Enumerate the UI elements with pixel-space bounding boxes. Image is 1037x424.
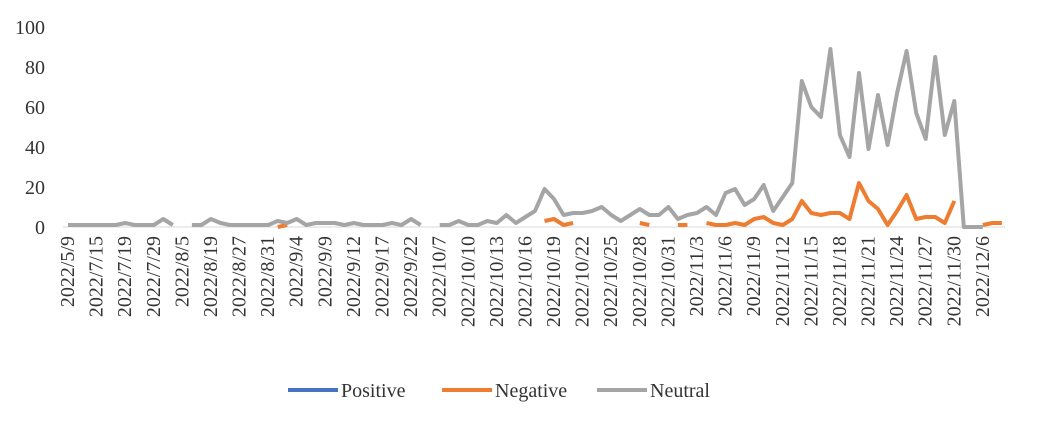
legend-label: Negative: [495, 380, 567, 402]
x-tick-label: 2022/8/5: [171, 236, 193, 307]
x-tick-label: 2022/11/9: [743, 236, 765, 316]
x-tick-label: 2022/5/9: [57, 236, 79, 307]
x-tick-label: 2022/11/24: [886, 236, 908, 326]
x-tick-label: 2022/7/15: [86, 236, 108, 317]
x-tick-label: 2022/11/21: [858, 236, 880, 326]
x-tick-label: 2022/11/30: [943, 236, 965, 326]
x-tick-label: 2022/7/19: [114, 236, 136, 317]
x-tick-label: 2022/10/28: [629, 236, 651, 327]
series-line: [68, 47, 983, 229]
legend-label: Positive: [341, 380, 406, 402]
x-tick-label: 2022/10/19: [543, 236, 565, 327]
x-tick-label: 2022/9/4: [286, 236, 308, 307]
legend-label: Neutral: [650, 380, 710, 402]
x-tick-label: 2022/10/10: [457, 236, 479, 327]
x-tick-label: 2022/11/18: [829, 236, 851, 326]
y-tick-label: 40: [25, 137, 45, 159]
y-tick-label: 20: [25, 177, 45, 199]
y-tick-label: 80: [25, 57, 45, 79]
x-tick-label: 2022/8/27: [229, 236, 251, 317]
x-tick-label: 2022/10/22: [572, 236, 594, 327]
x-tick-label: 2022/10/25: [600, 236, 622, 327]
x-tick-label: 2022/8/31: [257, 236, 279, 317]
x-tick-label: 2022/9/22: [400, 236, 422, 317]
x-tick-label: 2022/8/19: [200, 236, 222, 317]
y-tick-label: 100: [15, 17, 45, 39]
y-tick-label: 0: [35, 217, 45, 239]
x-tick-label: 2022/10/7: [429, 236, 451, 317]
x-tick-label: 2022/10/13: [486, 236, 508, 327]
x-tick-label: 2022/11/6: [715, 236, 737, 316]
series-line: [277, 181, 1002, 229]
x-tick-label: 2022/10/16: [514, 236, 536, 327]
x-tick-label: 2022/11/27: [915, 236, 937, 326]
x-tick-label: 2022/9/12: [343, 236, 365, 317]
x-tick-label: 2022/11/12: [772, 236, 794, 326]
x-tick-label: 2022/11/15: [800, 236, 822, 326]
x-tick-label: 2022/11/3: [686, 236, 708, 316]
x-tick-label: 2022/12/6: [972, 236, 994, 317]
x-tick-label: 2022/9/17: [371, 236, 393, 317]
y-tick-label: 60: [25, 97, 45, 119]
x-tick-label: 2022/10/31: [657, 236, 679, 327]
x-tick-label: 2022/9/9: [314, 236, 336, 307]
x-tick-label: 2022/7/29: [143, 236, 165, 317]
